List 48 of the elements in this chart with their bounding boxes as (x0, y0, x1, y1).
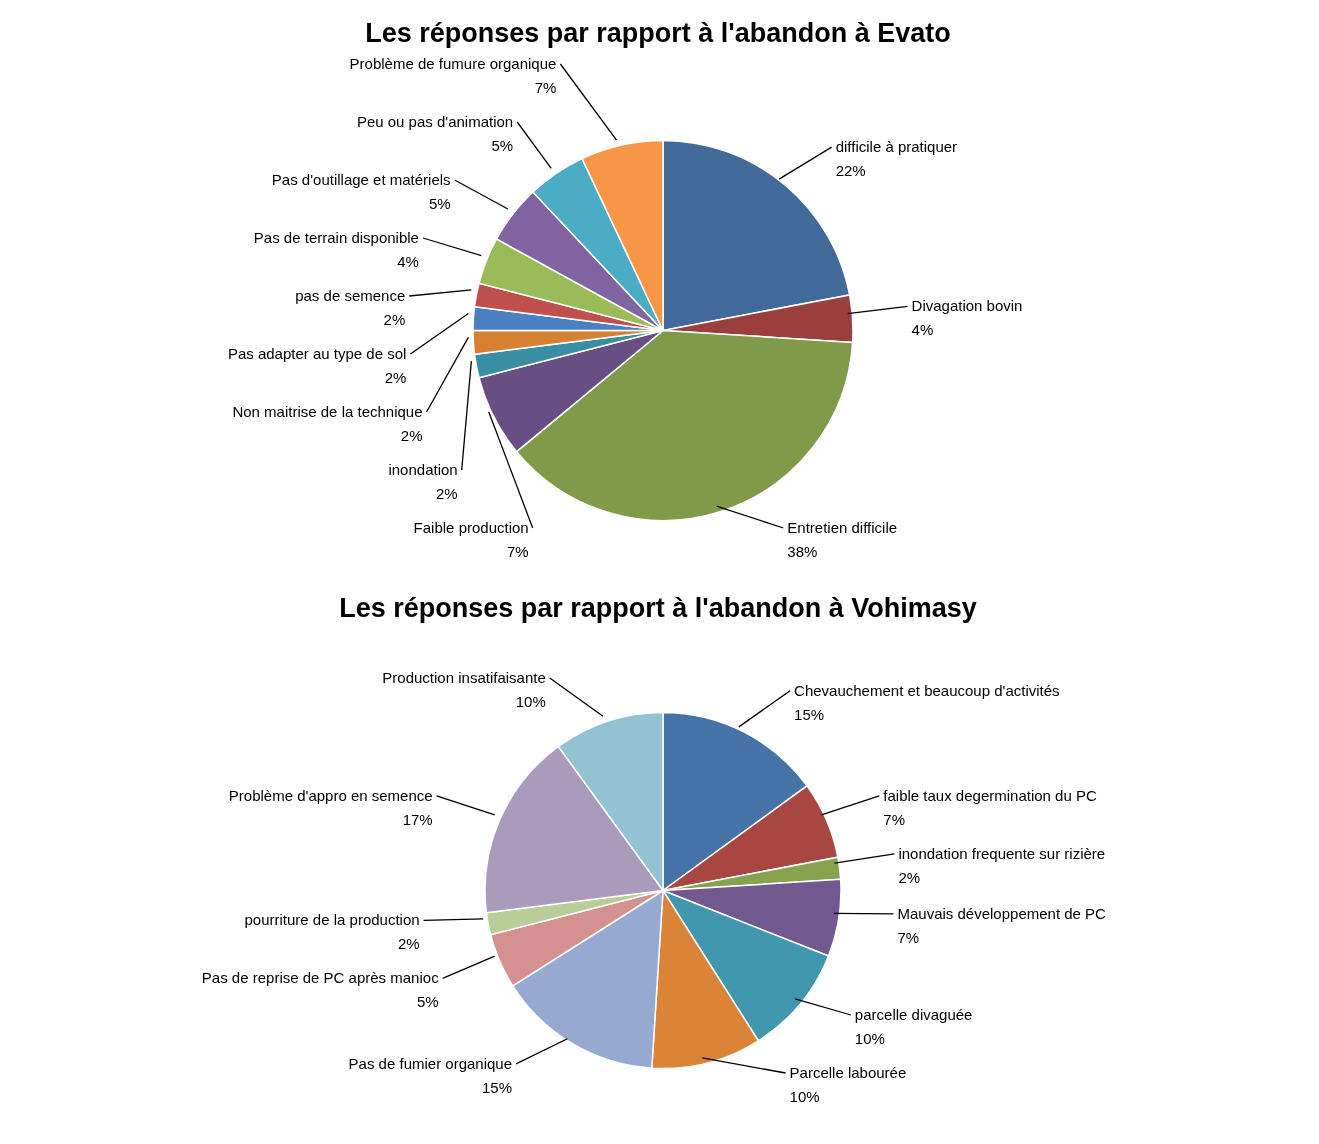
data-label: 5% (491, 137, 514, 154)
slice-label: Pas de reprise de PC après manioc (201, 969, 440, 987)
data-label: 17% (402, 810, 433, 828)
slice-label: Entretien difficile (787, 519, 898, 536)
slice-label: Parcelle labourée (789, 1064, 907, 1081)
slice-label: Problème de fumure organique (349, 55, 557, 72)
slice-label: pas de semence (295, 287, 406, 304)
data-label: 10% (789, 1088, 820, 1105)
data-label: 22% (835, 162, 866, 180)
slice-label: Pas de terrain disponible (253, 229, 419, 246)
chart-title: Les réponses par rapport à l'abandon à Vohimasy (338, 593, 978, 624)
slice-label: Pas d'outillage et matériels (271, 171, 451, 188)
data-label: 7% (507, 543, 529, 560)
data-label: 15% (794, 705, 825, 723)
data-label: 15% (482, 1078, 513, 1096)
data-label: 10% (854, 1030, 885, 1047)
slice-label: Chevauchement et beaucoup d'activités (794, 681, 1060, 699)
data-label: 4% (397, 253, 419, 270)
data-label: 7% (883, 810, 906, 828)
data-label: 38% (787, 543, 818, 560)
data-label: 2% (400, 427, 423, 444)
slice-label: Pas adapter au type de sol (227, 345, 407, 362)
data-label: 7% (534, 79, 557, 96)
data-label: 2% (397, 935, 420, 953)
slice-label: Mauvais développement de PC (897, 904, 1107, 922)
slice-label: Peu ou pas d'animation (356, 113, 514, 130)
data-label: 2% (384, 369, 407, 386)
slice-label: Faible production (413, 519, 529, 536)
slice-label: Problème d'appro en semence (228, 786, 433, 804)
data-label: 10% (515, 692, 546, 710)
slice-label: parcelle divaguée (854, 1006, 973, 1023)
data-label: 5% (428, 195, 451, 212)
data-label: 4% (911, 321, 934, 339)
data-label: 2% (383, 311, 406, 328)
data-label: 5% (416, 993, 439, 1011)
slice-label: Production insatifaisante (382, 668, 546, 686)
slice-label: inondation (388, 461, 458, 478)
slice-label: Divagation bovin (911, 297, 1023, 315)
data-label: 7% (897, 928, 920, 946)
slice-label: faible taux degermination du PC (883, 786, 1097, 804)
slice-label: Non maitrise de la technique (232, 403, 423, 420)
chart-title: Les réponses par rapport à l'abandon à Evato (364, 18, 952, 49)
slice-label: inondation frequente sur rizière (898, 844, 1106, 862)
slice-label: Pas de fumier organique (348, 1054, 513, 1072)
slice-label: difficile à pratiquer (835, 138, 958, 156)
data-label: 2% (898, 868, 921, 886)
data-label: 2% (436, 485, 458, 502)
slice-label: pourriture de la production (244, 911, 420, 929)
